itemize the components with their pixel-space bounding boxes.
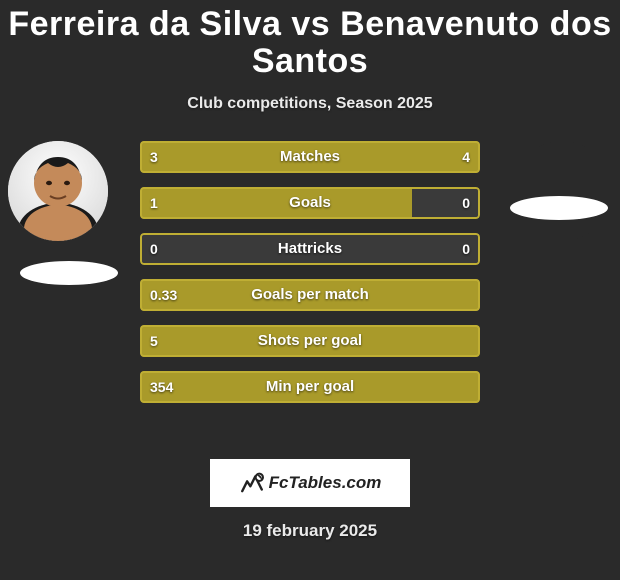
date-line: 19 february 2025 <box>0 521 620 541</box>
bar-fill-left <box>140 187 412 219</box>
player-left-club-badge <box>20 261 118 285</box>
bar-fill-right <box>276 141 480 173</box>
stat-row: Hattricks00 <box>140 233 480 265</box>
stat-row: Matches34 <box>140 141 480 173</box>
page-title: Ferreira da Silva vs Benavenuto dos Sant… <box>0 6 620 81</box>
stat-bars: Matches34 Goals10 Hattricks00 Goals per mat… <box>140 141 480 403</box>
subtitle: Club competitions, Season 2025 <box>0 95 620 113</box>
brand-box: FcTables.com <box>210 459 410 507</box>
stat-row: Goals per match0.33 <box>140 279 480 311</box>
stat-row: Min per goal354 <box>140 371 480 403</box>
bar-fill-left <box>140 279 480 311</box>
player-right-club-badge <box>510 196 608 220</box>
bar-fill-left <box>140 141 276 173</box>
bar-fill-left <box>140 325 480 357</box>
bar-track <box>140 233 480 265</box>
player-right-avatar <box>512 141 612 241</box>
player-left-avatar <box>8 141 108 241</box>
stat-row: Shots per goal5 <box>140 325 480 357</box>
stats-arena: Matches34 Goals10 Hattricks00 Goals per mat… <box>0 141 620 441</box>
comparison-infographic: Ferreira da Silva vs Benavenuto dos Sant… <box>0 0 620 580</box>
player-photo-icon <box>8 141 108 241</box>
fctables-logo-icon <box>239 470 265 496</box>
stat-row: Goals10 <box>140 187 480 219</box>
bar-fill-left <box>140 371 480 403</box>
brand-text: FcTables.com <box>269 473 382 493</box>
